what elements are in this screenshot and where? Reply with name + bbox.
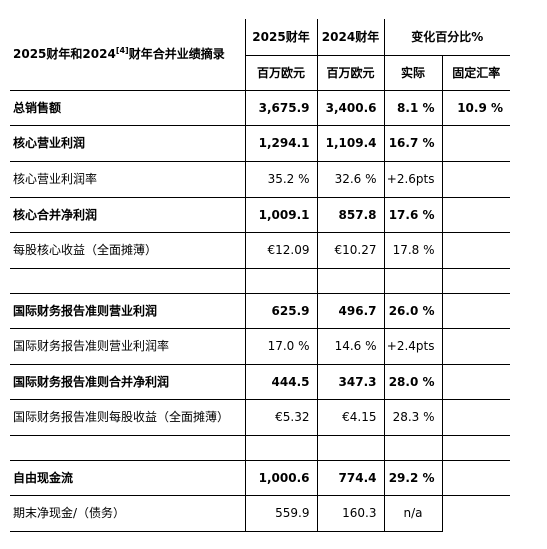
change-constant-fx (441, 125, 510, 162)
value-2024: 857.8 (316, 197, 384, 233)
table-row: 国际财务报告准则合并净利润 444.5 347.3 28.0 % (10, 364, 510, 400)
row-label: 期末净现金/（债务） (10, 495, 245, 532)
table-row: 国际财务报告准则营业利润 625.9 496.7 26.0 % (10, 293, 510, 329)
table-row: 总销售额 3,675.9 3,400.6 8.1 % 10.9 % (10, 90, 510, 126)
header-unit-2024: 百万欧元 (316, 55, 384, 91)
header-row-units: 百万欧元 百万欧元 实际 固定汇率 (10, 55, 510, 91)
table-row: 国际财务报告准则每股收益（全面摊薄） €5.32 €4.15 28.3 % (10, 399, 510, 436)
value-2025: €5.32 (244, 399, 317, 436)
header-change-percent: 变化百分比% (383, 19, 510, 56)
table-row: 核心合并净利润 1,009.1 857.8 17.6 % (10, 197, 510, 233)
header-fy2025: 2025财年 (244, 19, 317, 56)
table-title-prefix: 2025财年和2024 (13, 47, 116, 62)
row-label: 每股核心收益（全面摊薄） (10, 232, 245, 269)
change-actual: 26.0 % (383, 293, 442, 329)
change-constant-fx: 10.9 % (441, 90, 510, 126)
header-unit-2025: 百万欧元 (244, 55, 317, 91)
row-label: 国际财务报告准则合并净利润 (10, 364, 245, 400)
header-constant-fx: 固定汇率 (441, 55, 510, 91)
row-label: 国际财务报告准则营业利润率 (10, 328, 245, 365)
footnote-marker: [4] (115, 46, 129, 56)
change-actual: 28.3 % (383, 399, 442, 436)
value-2025: 444.5 (244, 364, 317, 400)
change-actual: +2.6pts (383, 161, 442, 198)
value-2024: 1,109.4 (316, 125, 384, 162)
value-2025: 3,675.9 (244, 90, 317, 126)
change-actual: 8.1 % (383, 90, 442, 126)
change-actual: 28.0 % (383, 364, 442, 400)
change-actual: 29.2 % (383, 460, 442, 496)
change-constant-fx (441, 495, 510, 531)
value-2025: 559.9 (244, 495, 317, 532)
change-constant-fx (441, 328, 510, 365)
value-2024: 14.6 % (316, 328, 384, 365)
change-constant-fx (441, 161, 510, 198)
change-constant-fx (441, 399, 510, 436)
row-label: 国际财务报告准则营业利润 (10, 293, 245, 329)
row-label: 国际财务报告准则每股收益（全面摊薄） (10, 399, 245, 436)
table-row: 自由现金流 1,000.6 774.4 29.2 % (10, 460, 510, 496)
value-2025: 17.0 % (244, 328, 317, 365)
value-2025: 625.9 (244, 293, 317, 329)
value-2024: €4.15 (316, 399, 384, 436)
change-constant-fx (441, 364, 510, 400)
table-row: 每股核心收益（全面摊薄） €12.09 €10.27 17.8 % (10, 232, 510, 269)
row-label: 总销售额 (10, 90, 245, 126)
table-row: 核心营业利润率 35.2 % 32.6 % +2.6pts (10, 161, 510, 198)
value-2024: 32.6 % (316, 161, 384, 198)
change-constant-fx (441, 232, 510, 269)
value-2024: 3,400.6 (316, 90, 384, 126)
row-label: 自由现金流 (10, 460, 245, 496)
value-2024: 347.3 (316, 364, 384, 400)
change-constant-fx (441, 293, 510, 329)
row-label: 核心营业利润率 (10, 161, 245, 198)
table-title-suffix: 财年合并业绩摘录 (128, 47, 225, 62)
table-row: 国际财务报告准则营业利润率 17.0 % 14.6 % +2.4pts (10, 328, 510, 365)
table-title: 2025财年和2024[4]财年合并业绩摘录 (10, 19, 245, 91)
table-row: 核心营业利润 1,294.1 1,109.4 16.7 % (10, 125, 510, 162)
change-actual: 16.7 % (383, 125, 442, 162)
change-actual: n/a (383, 495, 442, 532)
value-2024: 496.7 (316, 293, 384, 329)
header-row-years: 2025财年和2024[4]财年合并业绩摘录 2025财年 2024财年 变化百… (10, 19, 510, 91)
value-2025: 1,000.6 (244, 460, 317, 496)
value-2025: 1,294.1 (244, 125, 317, 162)
value-2025: €12.09 (244, 232, 317, 269)
row-label: 核心合并净利润 (10, 197, 245, 233)
change-actual: 17.6 % (383, 197, 442, 233)
change-actual: 17.8 % (383, 232, 442, 269)
value-2024: 774.4 (316, 460, 384, 496)
spacer-row (10, 435, 510, 461)
change-actual: +2.4pts (383, 328, 442, 365)
value-2024: 160.3 (316, 495, 384, 532)
financial-summary-table: 2025财年和2024[4]财年合并业绩摘录 2025财年 2024财年 变化百… (10, 19, 510, 532)
header-actual: 实际 (383, 55, 442, 91)
value-2025: 35.2 % (244, 161, 317, 198)
change-constant-fx (441, 197, 510, 233)
spacer-row (10, 268, 510, 294)
row-label: 核心营业利润 (10, 125, 245, 162)
header-fy2024: 2024财年 (316, 19, 384, 56)
value-2024: €10.27 (316, 232, 384, 269)
table-row: 期末净现金/（债务） 559.9 160.3 n/a (10, 495, 510, 532)
value-2025: 1,009.1 (244, 197, 317, 233)
change-constant-fx (441, 460, 510, 496)
